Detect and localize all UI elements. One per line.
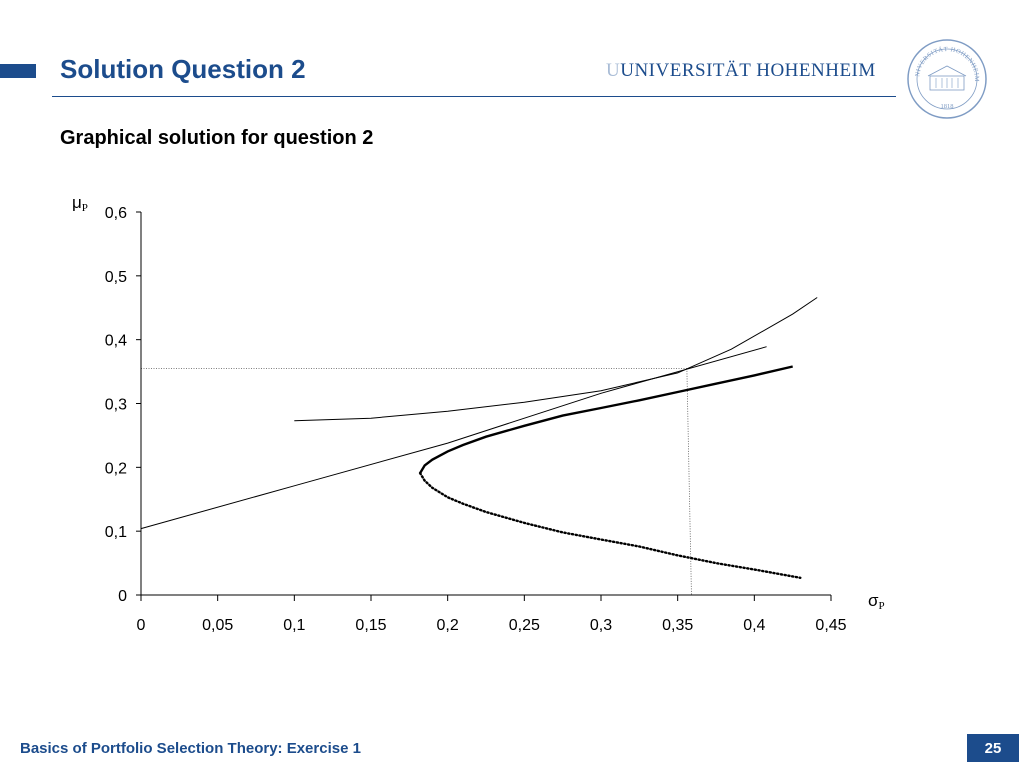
series-line-1-thick [419, 365, 793, 474]
footer-course-title: Basics of Portfolio Selection Theory: Ex… [20, 740, 361, 757]
x-tick-label: 0,45 [815, 617, 846, 634]
y-tick-label: 0,5 [105, 269, 127, 286]
x-tick-label: 0,4 [743, 617, 765, 634]
page-number-badge: 25 [967, 734, 1019, 762]
university-name: UNIVERSITÄT HOHENHEIM [620, 60, 876, 81]
seal-year: 1818 [941, 103, 954, 110]
page-number: 25 [984, 739, 1002, 757]
reference-line-2 [686, 368, 692, 596]
x-tick-label: 0,15 [355, 617, 386, 634]
x-tick-label: 0,35 [662, 617, 693, 634]
y-tick-label: 0,6 [105, 205, 127, 222]
y-axis-label: μP [72, 193, 88, 214]
title-divider [52, 96, 896, 97]
university-seal-logo: UNIVERSITÄT HOHENHEIM 1818 [906, 38, 987, 119]
x-tick-label: 0 [137, 617, 146, 634]
x-tick-label: 0,3 [590, 617, 612, 634]
slide-title: Solution Question 2 [60, 54, 306, 84]
series-line-4-thin [294, 297, 818, 422]
y-tick-label: 0,3 [105, 397, 127, 414]
university-u-mark: U [606, 60, 621, 81]
x-tick-label: 0,25 [509, 617, 540, 634]
y-tick-label: 0,4 [105, 333, 127, 350]
university-wordmark: UUNIVERSITÄT HOHENHEIM [606, 60, 876, 82]
x-tick-label: 0,2 [437, 617, 459, 634]
y-tick-label: 0,2 [105, 460, 127, 477]
series-line-2-dotted [418, 471, 802, 579]
chart-subtitle: Graphical solution for question 2 [60, 127, 374, 149]
title-accent-bar [0, 64, 36, 78]
y-tick-label: 0,1 [105, 524, 127, 541]
x-axis-label: σP [868, 591, 885, 612]
x-tick-label: 0,05 [202, 617, 233, 634]
y-tick-label: 0 [118, 588, 127, 605]
x-tick-label: 0,1 [283, 617, 305, 634]
